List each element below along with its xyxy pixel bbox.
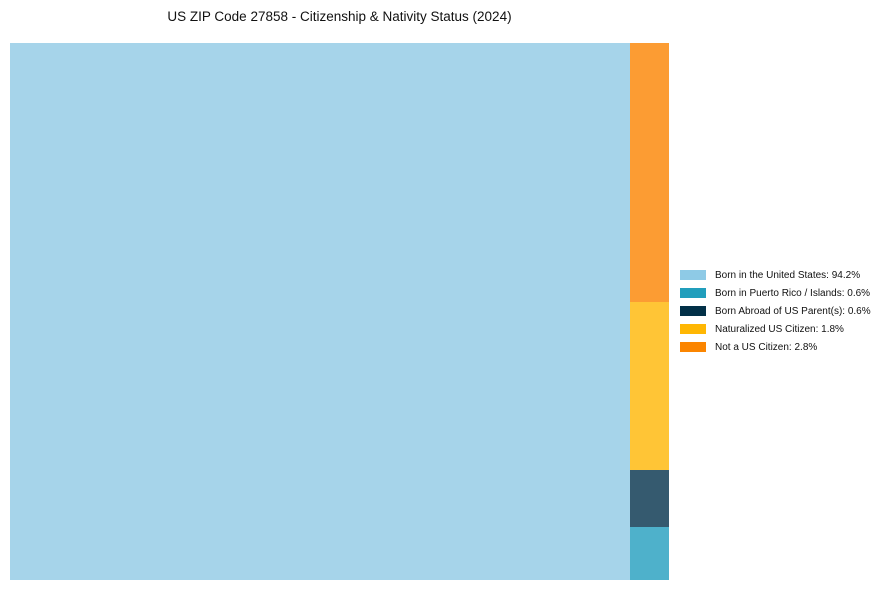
tile-not-us-citizen xyxy=(630,43,669,302)
legend-item: Not a US Citizen: 2.8% xyxy=(680,339,871,355)
legend-label: Naturalized US Citizen: 1.8% xyxy=(715,323,844,335)
legend-swatch xyxy=(680,288,706,298)
legend-label: Born in Puerto Rico / Islands: 0.6% xyxy=(715,287,871,299)
legend: Born in the United States: 94.2% Born in… xyxy=(680,267,871,357)
legend-swatch xyxy=(680,342,706,352)
legend-label: Born Abroad of US Parent(s): 0.6% xyxy=(715,305,871,317)
legend-item: Born Abroad of US Parent(s): 0.6% xyxy=(680,303,871,319)
legend-swatch xyxy=(680,306,706,316)
tile-born-abroad xyxy=(630,470,669,527)
legend-item: Born in the United States: 94.2% xyxy=(680,267,871,283)
legend-item: Born in Puerto Rico / Islands: 0.6% xyxy=(680,285,871,301)
legend-swatch xyxy=(680,270,706,280)
legend-label: Not a US Citizen: 2.8% xyxy=(715,341,818,353)
legend-item: Naturalized US Citizen: 1.8% xyxy=(680,321,871,337)
legend-swatch xyxy=(680,324,706,334)
legend-label: Born in the United States: 94.2% xyxy=(715,269,861,281)
tile-puerto-rico xyxy=(630,527,669,580)
tile-naturalized xyxy=(630,302,669,470)
chart-title: US ZIP Code 27858 - Citizenship & Nativi… xyxy=(167,9,512,24)
tile-born-in-us xyxy=(10,43,630,580)
